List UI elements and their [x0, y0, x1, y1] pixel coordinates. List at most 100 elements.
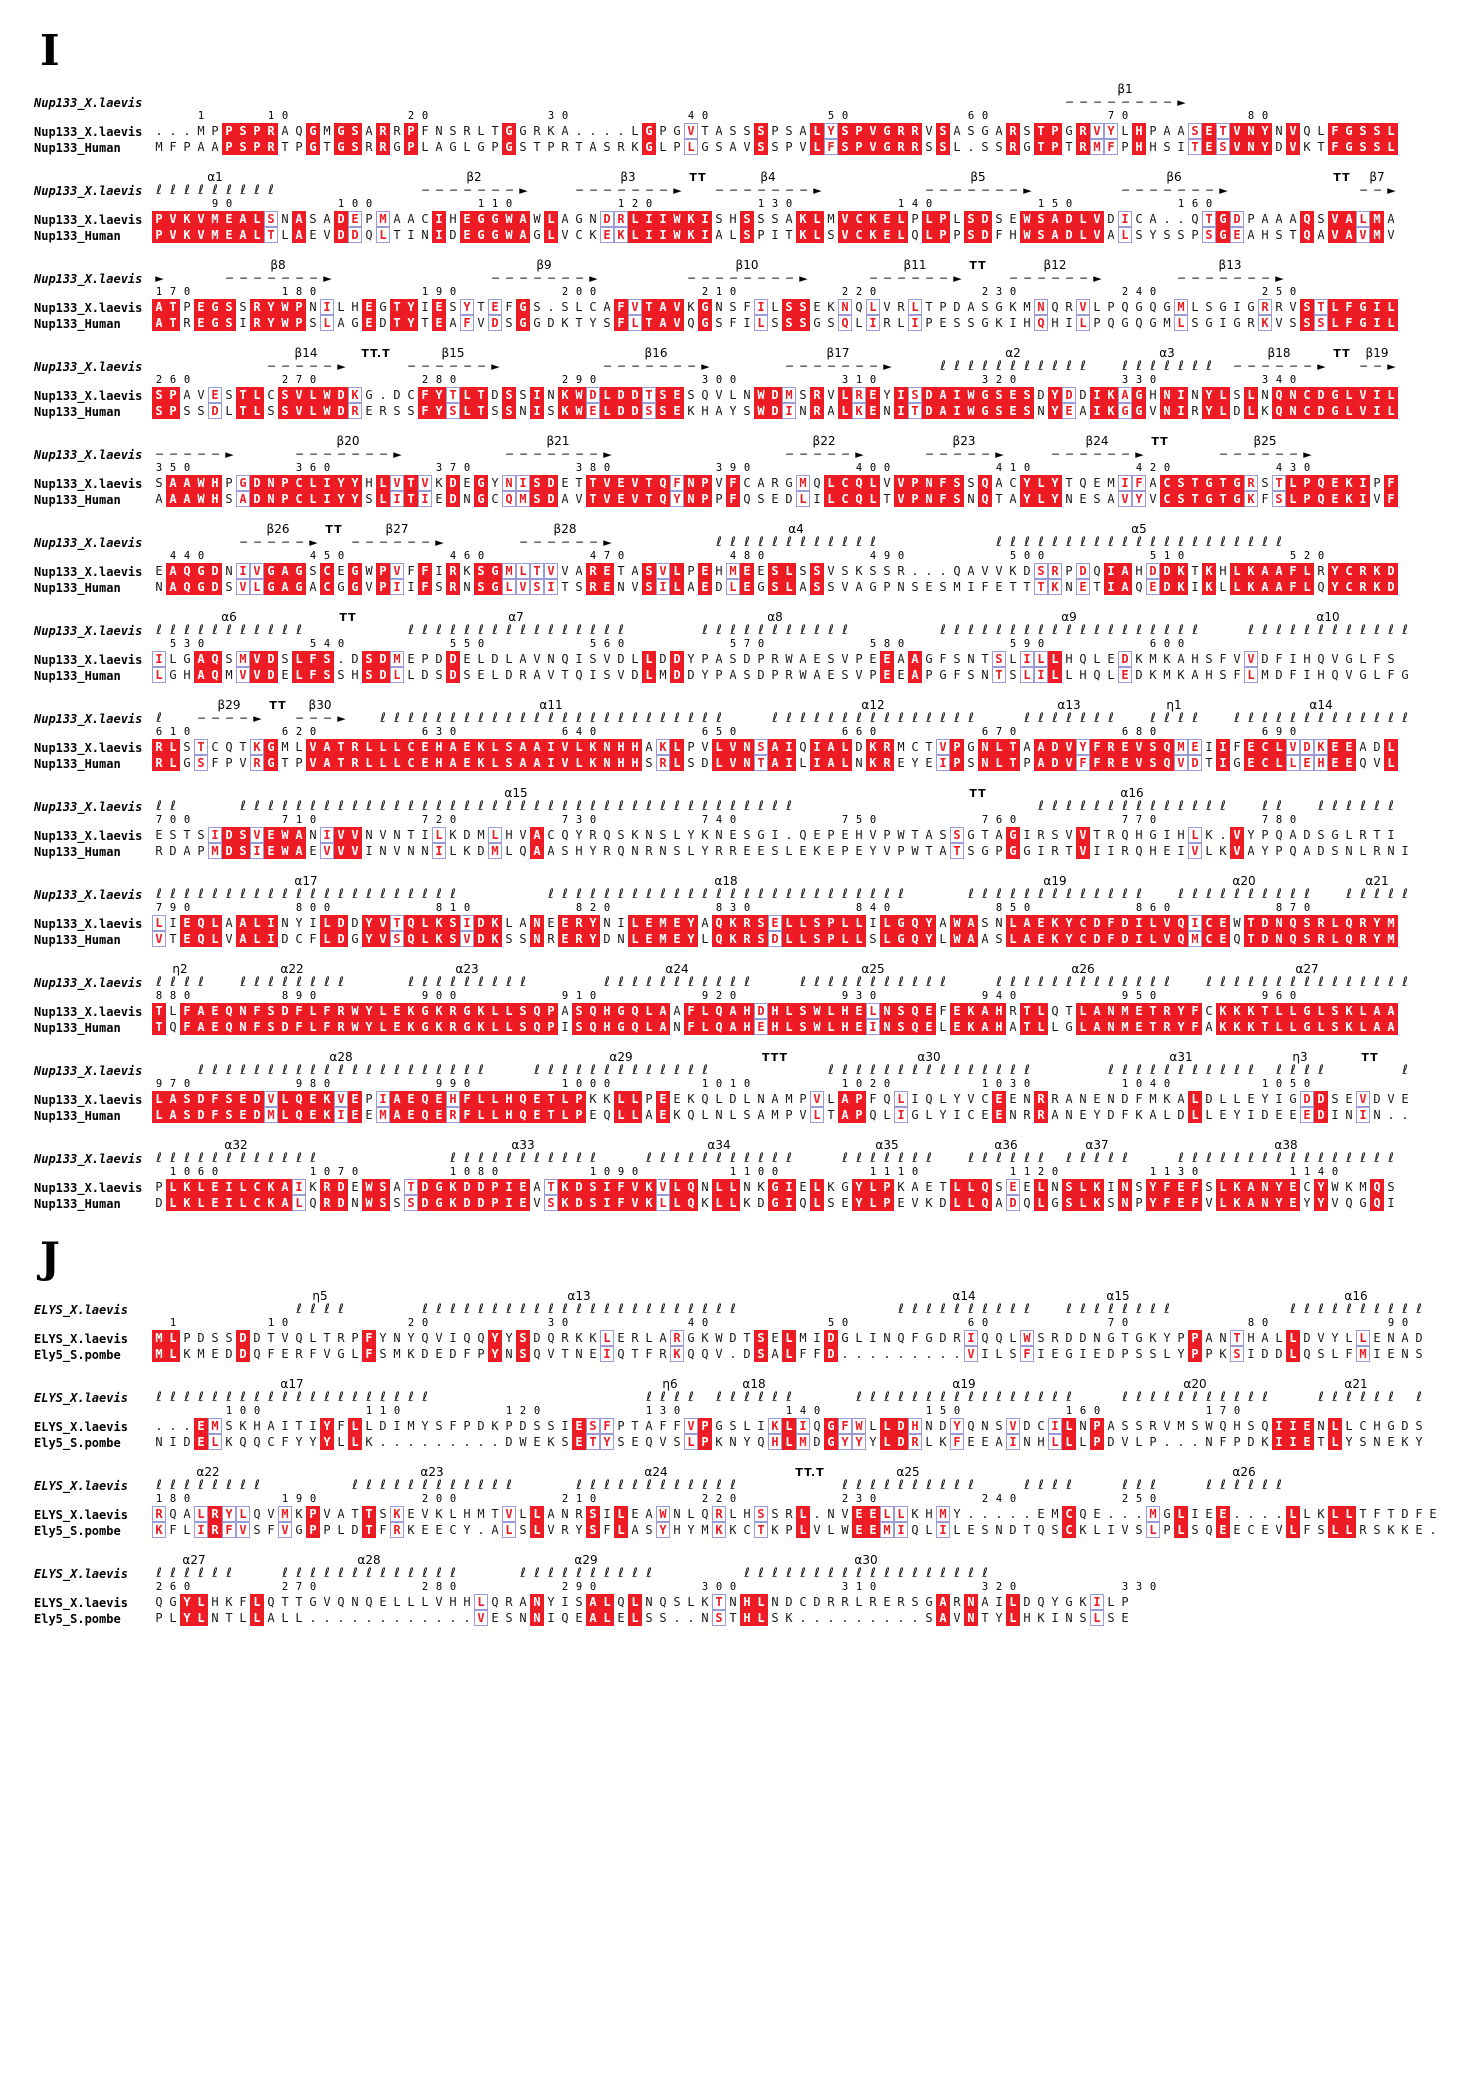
residue-cell: D — [278, 1019, 292, 1035]
ruler-digit — [1188, 286, 1202, 299]
strand-arrow-icon: ─ — [842, 360, 849, 373]
residue-cell: M — [656, 931, 670, 947]
residue-cell: L — [477, 652, 485, 666]
ruler-digit — [488, 1078, 502, 1091]
alignment-block: β20 β21 β22 β23 β24 TT β25 Nup133_X.laevis ─ ─ ─ ─ ─… — [34, 434, 1474, 507]
residue-cell: R — [1356, 915, 1370, 931]
residue-cell: N — [1258, 1195, 1272, 1211]
ss-blank — [1216, 96, 1230, 110]
residue-cell: S — [533, 300, 541, 314]
helix-coil-icon: ℓ — [170, 975, 176, 990]
residue-cell: N — [603, 916, 611, 930]
ss-blank — [152, 1303, 166, 1317]
ruler-digit: 0 — [1149, 374, 1157, 386]
helix-coil-icon: ℓ — [912, 1151, 918, 1166]
residue-cell: E — [348, 1091, 362, 1107]
ruler-digit — [810, 1166, 824, 1179]
residue-cell: Q — [1160, 739, 1174, 755]
helix-coil-icon: ℓ — [842, 975, 848, 990]
residue-cell: L — [572, 755, 586, 771]
residue-cell: E — [516, 1179, 530, 1195]
ruler-digit: 7 — [449, 462, 457, 474]
residue-cell: K — [866, 755, 880, 771]
helix-coil-icon: ℓ — [324, 1302, 330, 1317]
residue-cell: R — [264, 139, 278, 155]
ss-blank — [810, 800, 824, 814]
ruler-digit: 6 — [1191, 198, 1199, 210]
ss-blank — [586, 360, 600, 374]
residue-cell: Y — [589, 316, 597, 330]
helix-coil-icon: ℓ — [800, 711, 806, 726]
residue-cell: V — [1230, 843, 1244, 859]
ruler-digit: 2 — [981, 286, 989, 298]
residue-cell: G — [1216, 211, 1230, 227]
residue-cell: I — [421, 828, 429, 842]
ruler-digit — [362, 990, 376, 1003]
helix-coil-icon: ℓ — [856, 711, 862, 726]
residue-cell: K — [1163, 652, 1171, 666]
residue-cell: D — [1317, 844, 1325, 858]
ruler-digit — [1062, 1166, 1076, 1179]
residue-cell: P — [880, 1179, 894, 1195]
ruler-digit: 2 — [1121, 286, 1129, 298]
strand-arrow-icon: ─ — [968, 448, 975, 461]
ss-element-label: α16 — [1344, 1289, 1368, 1303]
residue-cell: L — [1384, 755, 1398, 771]
ss-blank — [320, 536, 334, 550]
helix-coil-icon: ℓ — [1360, 623, 1366, 638]
ruler-digit — [810, 726, 824, 739]
residue-cell: A — [1009, 1020, 1017, 1034]
ruler-digit — [1314, 726, 1328, 739]
residue-cell: N — [421, 228, 429, 242]
ruler-digit — [1370, 550, 1384, 563]
ss-blank — [614, 272, 628, 286]
residue-cell: G — [1202, 475, 1216, 491]
residue-cell: V — [603, 652, 611, 666]
ss-blank — [1034, 448, 1048, 462]
residue-cell: K — [1205, 828, 1213, 842]
residue-cell: H — [505, 828, 513, 842]
helix-coil-icon: ℓ — [1024, 535, 1030, 550]
ruler-digit — [656, 374, 670, 387]
residue-cell: R — [880, 755, 894, 771]
strand-arrow-icon: ─ — [1290, 448, 1297, 461]
residue-cell: T — [1373, 828, 1381, 842]
residue-cell: P — [211, 124, 219, 138]
ss-blank — [698, 448, 712, 462]
ruler-digit — [600, 110, 614, 123]
ruler-digit — [1090, 814, 1104, 827]
ss-blank — [1076, 1064, 1090, 1078]
ruler-digit: 0 — [183, 990, 191, 1002]
residue-cell: A — [1107, 492, 1115, 506]
ss-blank — [250, 1303, 264, 1317]
ss-blank — [348, 1152, 362, 1166]
alignment-block: β26 TT β27 β28 α4 α5 Nup133_X.laevis ─ ─ ─ ─ ─ ► ─ ─ ─ ─… — [34, 522, 1474, 595]
helix-coil-icon: ℓ — [408, 711, 414, 726]
helix-coil-icon: ℓ — [1374, 1151, 1380, 1166]
helix-coil-icon: ℓ — [268, 887, 274, 902]
helix-coil-icon: ℓ — [1346, 975, 1352, 990]
ruler-digit: 7 — [701, 814, 709, 826]
residue-cell: T — [334, 755, 348, 771]
residue-cell: D — [264, 667, 278, 683]
residue-cell: L — [729, 1108, 737, 1122]
ss-blank — [908, 96, 922, 110]
helix-coil-icon: ℓ — [954, 711, 960, 726]
sequence-row-name: Nup133_X.laevis — [34, 829, 143, 843]
helix-coil-icon: ℓ — [1374, 799, 1380, 814]
ss-label-track: α6 TT α7 α8 α9 α10 — [152, 610, 1412, 624]
ruler-digit: 0 — [1023, 1078, 1031, 1090]
ss-element-label: β23 — [952, 434, 976, 448]
helix-coil-icon: ℓ — [1402, 1063, 1408, 1078]
residue-cell: A — [656, 1003, 670, 1019]
residue-cell: A — [964, 931, 978, 947]
residue-cell: E — [281, 668, 289, 682]
ruler-digit: 8 — [883, 638, 891, 650]
ruler-digit — [712, 198, 726, 211]
ruler-digit — [698, 550, 712, 563]
residue-cell: P — [488, 1195, 502, 1211]
residue-cell: S — [1062, 1179, 1076, 1195]
residue-cell: I — [1023, 828, 1031, 842]
residue-cell: I — [950, 387, 964, 403]
residue-cell: L — [1300, 563, 1314, 579]
